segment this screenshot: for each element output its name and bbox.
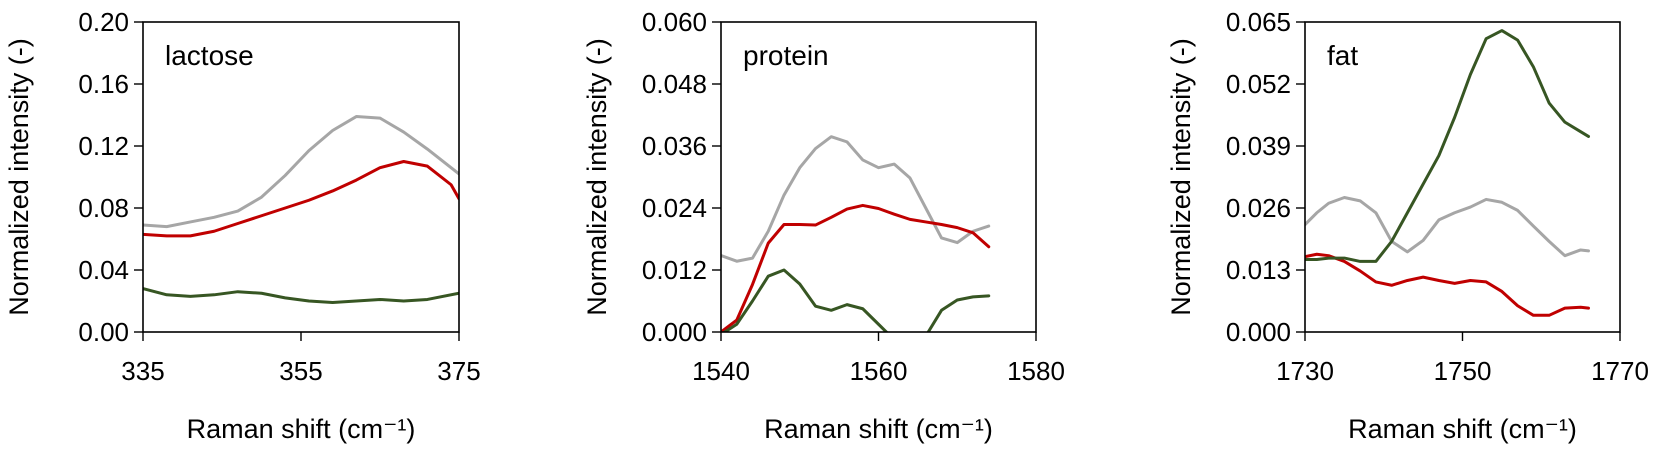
series-line-gray	[143, 115, 459, 229]
x-tick-label: 1540	[692, 356, 750, 386]
y-tick-label: 0.048	[642, 69, 707, 99]
x-axis-title: Raman shift (cm⁻¹)	[764, 414, 993, 444]
x-tick-label: 335	[121, 356, 164, 386]
y-tick-label: 0.20	[78, 7, 129, 37]
y-tick-label: 0.12	[78, 131, 129, 161]
chart-panel-lactose: 0.00 0.04 0.08 0.12 0.16 0.20 335 355 375 Raman s…	[4, 7, 481, 444]
series-line-green	[722, 268, 991, 332]
x-tick-label: 375	[437, 356, 480, 386]
y-tick-label: 0.000	[642, 317, 707, 347]
x-axis-title: Raman shift (cm⁻¹)	[1348, 414, 1577, 444]
y-axis-title: Normalized intensity (-)	[582, 38, 612, 316]
y-tick-label: 0.065	[1226, 7, 1291, 37]
y-tick-label: 0.012	[642, 255, 707, 285]
y-axis-title: Normalized intensity (-)	[1166, 38, 1196, 316]
x-tick-label: 1580	[1007, 356, 1065, 386]
y-tick-label: 0.013	[1226, 255, 1291, 285]
x-tick-label: 1560	[850, 356, 908, 386]
series-line-green	[1305, 29, 1590, 263]
series-line-red	[721, 203, 991, 332]
x-tick-label: 355	[279, 356, 322, 386]
series-line-gray	[1305, 196, 1590, 258]
panel-label: protein	[743, 40, 829, 71]
y-tick-label: 0.16	[78, 69, 129, 99]
x-tick-label: 1750	[1434, 356, 1492, 386]
y-tick-label: 0.060	[642, 7, 707, 37]
x-tick-label: 1730	[1276, 356, 1334, 386]
x-axis-title: Raman shift (cm⁻¹)	[187, 414, 416, 444]
x-tick-label: 1770	[1591, 356, 1649, 386]
y-tick-label: 0.036	[642, 131, 707, 161]
y-tick-label: 0.026	[1226, 193, 1291, 223]
y-tick-label: 0.04	[78, 255, 129, 285]
chart-panel-protein: 0.000 0.012 0.024 0.036 0.048 0.060 1540 1560 15…	[582, 7, 1065, 444]
series-line-green	[143, 287, 459, 305]
series-line-gray	[721, 135, 991, 263]
y-tick-label: 0.024	[642, 193, 707, 223]
panel-label: lactose	[165, 40, 254, 71]
y-tick-label: 0.000	[1226, 317, 1291, 347]
chart-panel-fat: 0.000 0.013 0.026 0.039 0.052 0.065 1730 1750 17…	[1166, 7, 1649, 444]
y-tick-label: 0.00	[78, 317, 129, 347]
panel-label: fat	[1327, 40, 1358, 71]
y-tick-label: 0.052	[1226, 69, 1291, 99]
series-line-red	[1305, 252, 1590, 317]
y-tick-label: 0.08	[78, 193, 129, 223]
y-tick-label: 0.039	[1226, 131, 1291, 161]
y-axis-title: Normalized intensity (-)	[4, 38, 34, 316]
series-line-red	[143, 160, 459, 238]
